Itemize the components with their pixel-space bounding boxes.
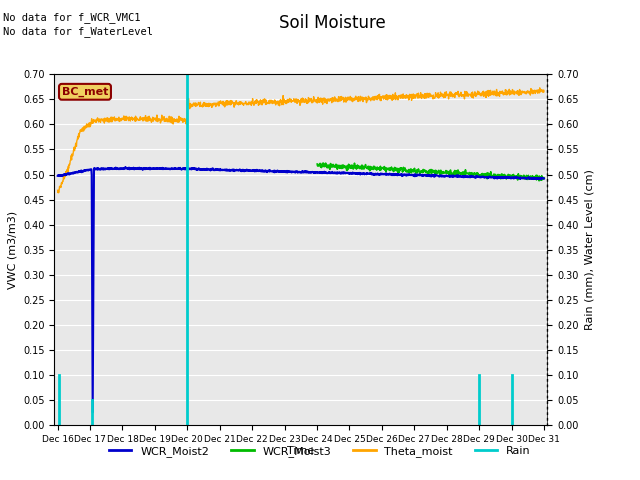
Y-axis label: Rain (mm), Water Level (cm): Rain (mm), Water Level (cm) [584,169,594,330]
X-axis label: Time: Time [287,446,314,456]
Text: Soil Moisture: Soil Moisture [280,14,386,33]
Text: BC_met: BC_met [62,87,108,97]
Y-axis label: VWC (m3/m3): VWC (m3/m3) [8,211,17,288]
Text: No data for f_WCR_VMC1: No data for f_WCR_VMC1 [3,12,141,23]
Legend: WCR_Moist2, WCR_Moist3, Theta_moist, Rain: WCR_Moist2, WCR_Moist3, Theta_moist, Rai… [104,441,536,461]
Text: No data for f_WaterLevel: No data for f_WaterLevel [3,26,153,37]
